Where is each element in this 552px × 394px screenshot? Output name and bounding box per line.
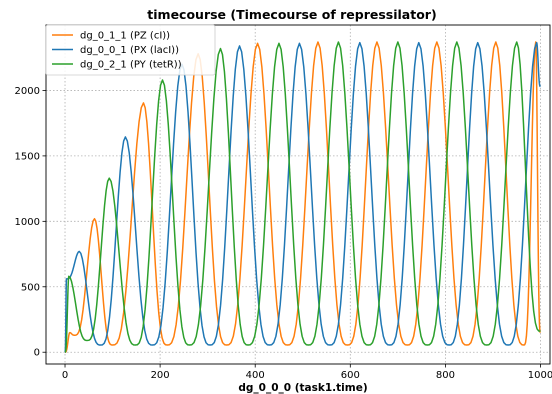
x-tick-label: 200 <box>151 370 170 381</box>
y-tick-label: 2000 <box>15 86 40 97</box>
x-axis-label: dg_0_0_0 (task1.time) <box>238 382 367 394</box>
x-tick-label: 800 <box>436 370 455 381</box>
plot-frame <box>45 24 551 365</box>
axes <box>42 24 551 368</box>
x-tick-label: 400 <box>246 370 265 381</box>
y-tick-label: 0 <box>34 348 40 359</box>
series-line-2 <box>64 41 541 353</box>
y-tick-label: 1000 <box>15 217 40 228</box>
x-tick-label: 600 <box>341 370 360 381</box>
x-tick-label: 1000 <box>528 370 552 381</box>
legend-label-0: dg_0_1_1 (PZ (cI)) <box>80 31 170 42</box>
legend-box <box>45 24 216 76</box>
x-tick-label: 0 <box>62 370 68 381</box>
legend: dg_0_1_1 (PZ (cI)) dg_0_0_1 (PX (lacI)) dg… <box>45 24 216 76</box>
y-tick-label: 500 <box>21 282 40 293</box>
legend-label-2: dg_0_2_1 (PY (tetR)) <box>80 60 182 71</box>
chart-title: timecourse (Timecourse of repressilator) <box>147 7 436 22</box>
y-tick-label: 1500 <box>15 151 40 162</box>
series-line-1 <box>64 41 541 353</box>
tick-labels: 0 200 400 600 800 1000 0 500 1000 1500 2000 <box>15 86 552 381</box>
legend-label-1: dg_0_0_1 (PX (lacI)) <box>80 45 179 56</box>
series-lines <box>64 41 541 353</box>
